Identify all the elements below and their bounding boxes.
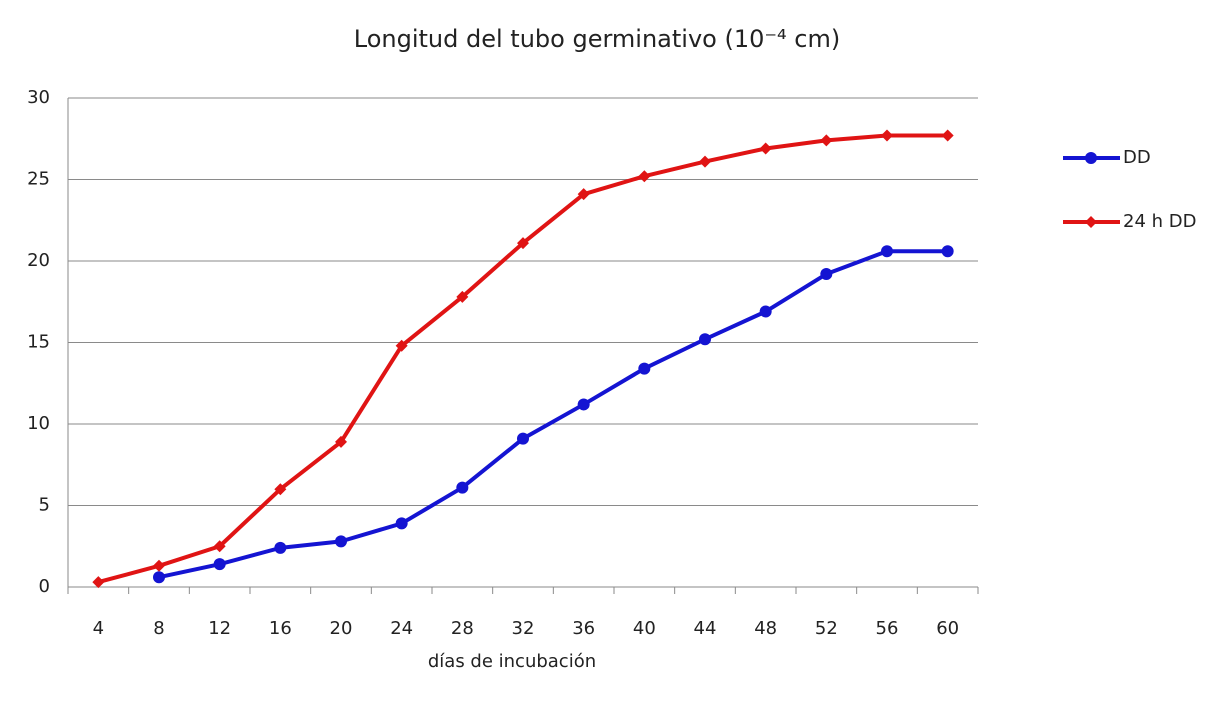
x-tick-label: 4 xyxy=(93,618,104,639)
point xyxy=(153,571,165,584)
point xyxy=(153,559,165,572)
x-tick-label: 48 xyxy=(754,618,777,639)
legend-label: DD xyxy=(1123,147,1151,168)
point xyxy=(274,541,287,554)
x-tick-label: 36 xyxy=(572,618,595,639)
point xyxy=(577,398,590,411)
x-tick-label: 56 xyxy=(876,618,899,639)
x-tick-label: 44 xyxy=(694,618,717,639)
series-line xyxy=(97,133,948,585)
x-tick-label: 60 xyxy=(936,618,959,639)
x-tick-label: 24 xyxy=(390,618,413,639)
point xyxy=(517,432,529,445)
point xyxy=(941,129,954,142)
point xyxy=(335,535,347,548)
point xyxy=(820,134,833,147)
x-tick-label: 16 xyxy=(269,618,292,639)
x-axis-label: días de incubación xyxy=(428,651,596,672)
y-tick-label: 25 xyxy=(27,169,50,190)
point xyxy=(1085,216,1097,228)
x-tick-label: 12 xyxy=(208,618,231,639)
point xyxy=(395,339,408,352)
point xyxy=(638,362,651,375)
point xyxy=(92,576,105,589)
y-tick-label: 30 xyxy=(27,87,50,108)
point xyxy=(456,290,469,303)
y-tick-label: 5 xyxy=(39,495,50,516)
point xyxy=(213,540,226,553)
x-tick-label: 8 xyxy=(153,618,164,639)
point xyxy=(881,245,893,258)
point xyxy=(577,188,590,201)
point xyxy=(456,481,469,494)
point xyxy=(941,245,954,258)
y-tick-label: 0 xyxy=(39,576,50,597)
point xyxy=(699,333,711,346)
chart-title: Longitud del tubo germinativo (10⁻⁴ cm) xyxy=(354,25,840,53)
point xyxy=(1085,152,1097,164)
point xyxy=(517,237,529,250)
series-line xyxy=(158,249,948,580)
point xyxy=(699,155,711,168)
x-tick-label: 52 xyxy=(815,618,838,639)
x-tick-label: 28 xyxy=(451,618,474,639)
point xyxy=(638,170,651,183)
point xyxy=(395,517,408,530)
point xyxy=(274,483,287,496)
x-tick-label: 40 xyxy=(633,618,656,639)
point xyxy=(881,129,893,142)
point xyxy=(213,558,226,571)
x-tick-label: 20 xyxy=(330,618,353,639)
y-tick-label: 10 xyxy=(27,413,50,434)
y-tick-label: 15 xyxy=(27,332,50,353)
legend-label: 24 h DD xyxy=(1123,211,1196,232)
point xyxy=(759,142,772,155)
x-tick-label: 32 xyxy=(512,618,535,639)
point xyxy=(335,435,347,448)
point xyxy=(820,268,833,281)
point xyxy=(759,305,772,318)
y-tick-label: 20 xyxy=(27,250,50,271)
